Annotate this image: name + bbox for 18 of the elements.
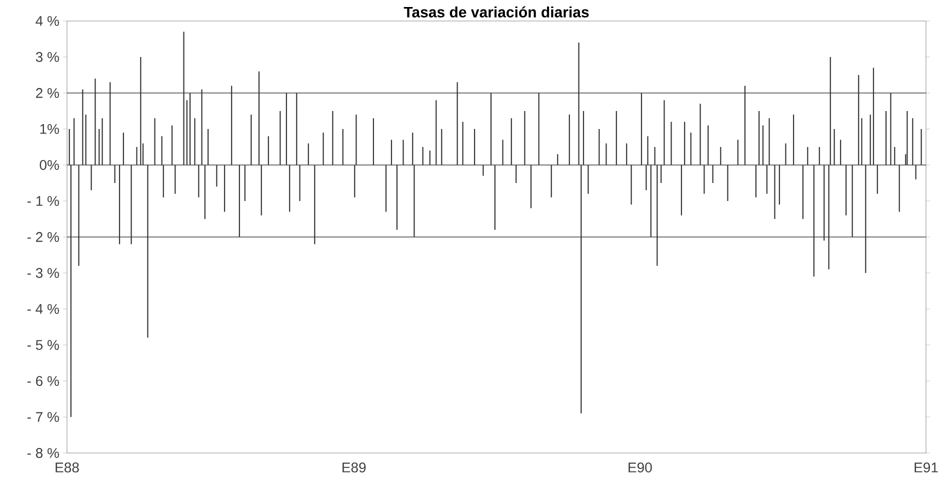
y-tick-label: - 2 %	[27, 232, 59, 242]
y-tick-label: - 8 %	[27, 448, 59, 458]
x-tick-label: E88	[56, 462, 79, 472]
y-tick-label: - 1 %	[27, 196, 59, 206]
y-tick-label: - 3 %	[27, 268, 59, 278]
y-tick-label: - 4 %	[27, 304, 59, 314]
y-tick-label: - 6 %	[27, 376, 59, 386]
y-tick-label: - 5 %	[27, 340, 59, 350]
x-tick-label: E91	[914, 462, 938, 472]
y-tick-label: 1%	[40, 124, 59, 134]
x-tick-label: E90	[628, 462, 652, 472]
x-tick-label: E89	[342, 462, 366, 472]
y-tick-label: 0%	[40, 160, 59, 170]
y-tick-label: 3 %	[36, 52, 59, 62]
y-tick-label: - 7 %	[27, 412, 59, 422]
y-tick-label: 2 %	[36, 88, 59, 98]
chart-title: Tasas de variación diarias	[404, 6, 589, 18]
y-tick-label: 4 %	[36, 16, 59, 26]
